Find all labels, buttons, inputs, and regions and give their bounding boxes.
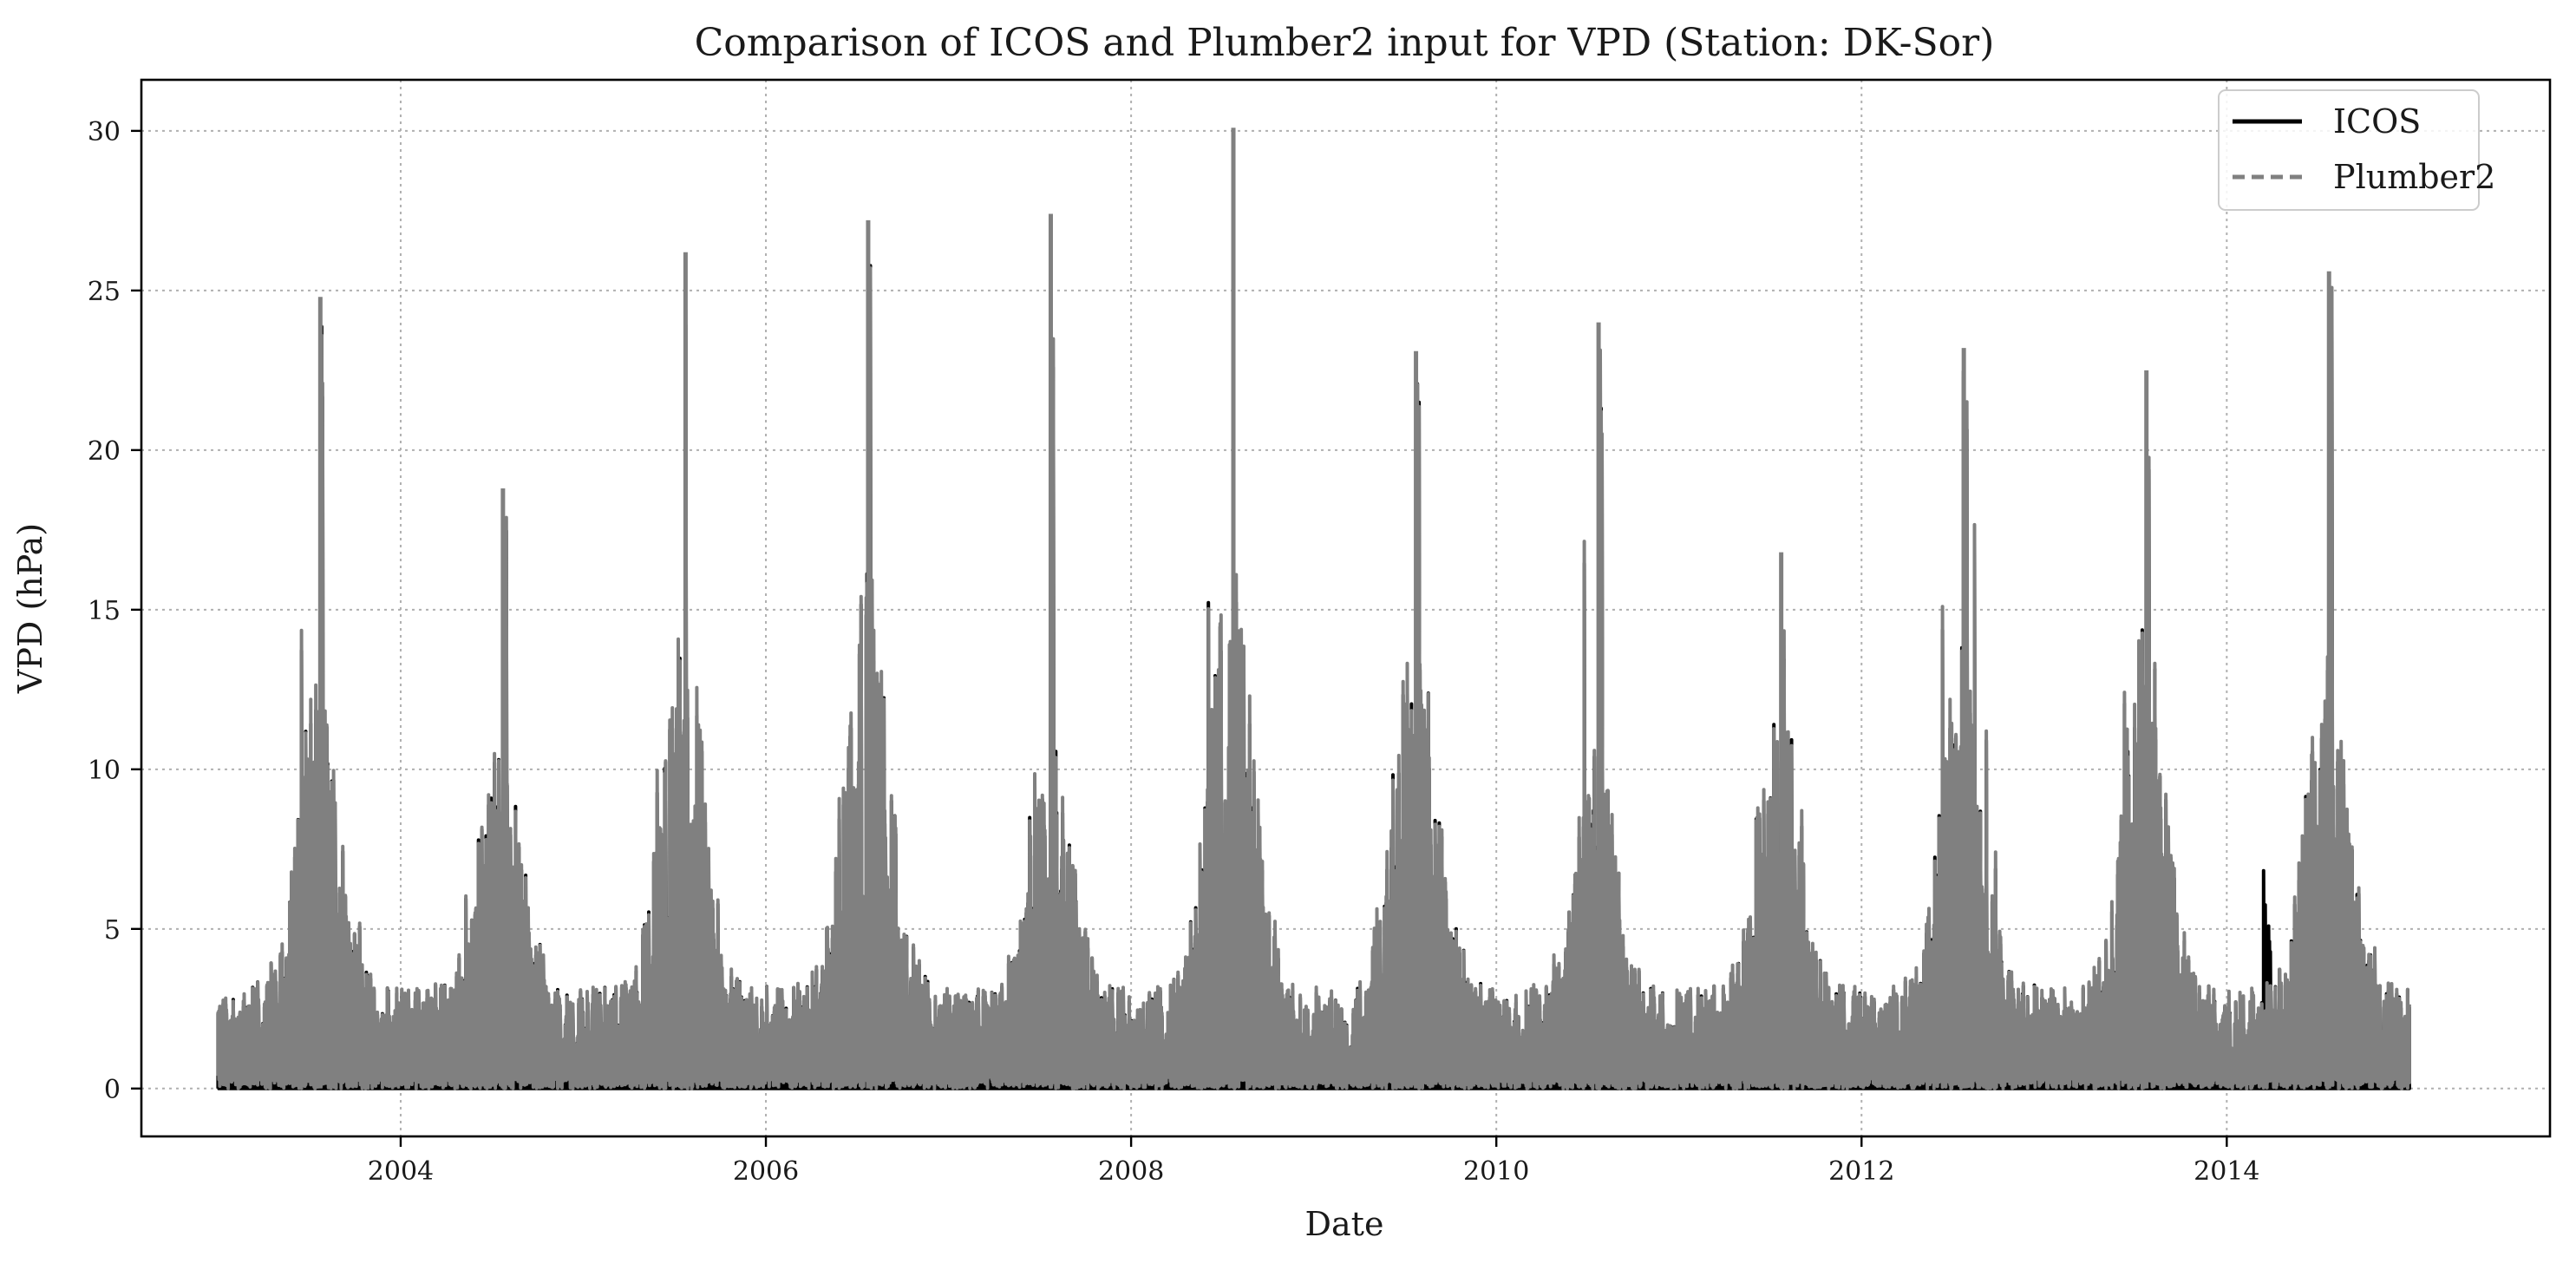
series-plumber2-path [216,217,2411,1090]
legend-label-plumber2: Plumber2 [2333,158,2495,196]
legend: ICOS Plumber2 [2218,89,2495,211]
y-tick-label: 10 [88,756,121,786]
x-tick-label: 2008 [1098,1156,1164,1187]
x-tick-label: 2012 [1828,1156,1894,1187]
x-tick-label: 2010 [1463,1156,1529,1187]
plot-area [216,128,2411,1090]
x-tick-label: 2006 [733,1156,799,1187]
y-tick-label: 15 [88,596,121,626]
x-tick-label: 2014 [2194,1156,2259,1187]
x-axis-label: Date [1305,1205,1384,1243]
legend-label-icos: ICOS [2333,102,2421,141]
y-axis: 0 5 10 15 20 25 30 [88,117,141,1105]
y-tick-label: 30 [88,117,121,147]
y-tick-label: 25 [88,277,121,307]
y-axis-label: VPD (hPa) [11,523,49,694]
x-axis: 2004 2006 2008 2010 2012 2014 [368,1136,2260,1187]
series-plumber2-line [216,128,2411,1090]
plot-frame [140,78,2552,1138]
y-tick-label: 5 [104,915,121,946]
chart-title: Comparison of ICOS and Plumber2 input fo… [695,21,1995,65]
x-tick-label: 2004 [368,1156,434,1187]
y-tick-label: 20 [88,436,121,467]
y-tick-label: 0 [104,1075,121,1105]
